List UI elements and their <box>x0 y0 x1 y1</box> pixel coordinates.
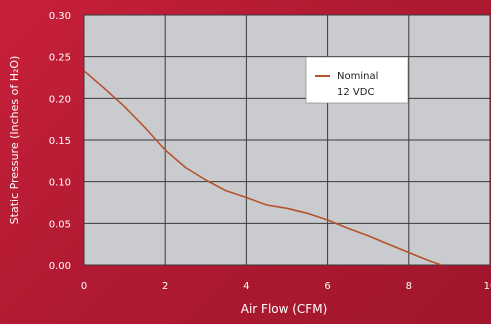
data-point <box>205 179 207 181</box>
grid-lines <box>83 14 491 266</box>
data-point <box>387 243 389 245</box>
data-point <box>225 190 227 192</box>
legend-label-line1: Nominal <box>337 71 378 82</box>
y-tick-label: 0.05 <box>49 219 71 230</box>
x-tick-label: 0 <box>81 281 87 292</box>
data-point <box>144 126 146 128</box>
y-tick-label: 0.30 <box>49 11 71 22</box>
data-point <box>326 219 328 221</box>
y-tick-label: 0.25 <box>49 53 71 64</box>
data-point <box>83 70 85 72</box>
x-axis-label: Air Flow (CFM) <box>241 302 328 316</box>
data-point <box>123 106 125 108</box>
legend-label-line2: 12 VDC <box>337 87 374 98</box>
x-tick-label: 6 <box>324 281 330 292</box>
data-point <box>286 207 288 209</box>
y-axis-label: Static Pressure (Inches of H₂O) <box>8 56 21 225</box>
data-point <box>266 204 268 206</box>
y-tick-label: 0.00 <box>49 261 71 272</box>
data-point <box>306 212 308 214</box>
data-point <box>347 227 349 229</box>
legend: Nominal 12 VDC <box>305 56 409 104</box>
y-tick-label: 0.15 <box>49 136 71 147</box>
data-point <box>184 166 186 168</box>
tick-labels: 0 2 4 6 8 10 0.00 0.05 0.10 0.15 0.20 0.25 0.30 <box>49 11 491 292</box>
series-line-nominal-12vdc <box>83 70 442 266</box>
data-point <box>103 87 105 89</box>
data-point <box>245 196 247 198</box>
data-point <box>428 260 430 262</box>
legend-box <box>305 56 409 104</box>
data-point <box>367 235 369 237</box>
x-tick-label: 4 <box>243 281 249 292</box>
data-point <box>408 251 410 253</box>
x-tick-label: 10 <box>484 281 491 292</box>
data-point <box>440 264 442 266</box>
data-point <box>164 149 166 151</box>
x-tick-label: 8 <box>406 281 412 292</box>
y-tick-label: 0.10 <box>49 178 71 189</box>
y-tick-label: 0.20 <box>49 94 71 105</box>
x-tick-label: 2 <box>162 281 168 292</box>
